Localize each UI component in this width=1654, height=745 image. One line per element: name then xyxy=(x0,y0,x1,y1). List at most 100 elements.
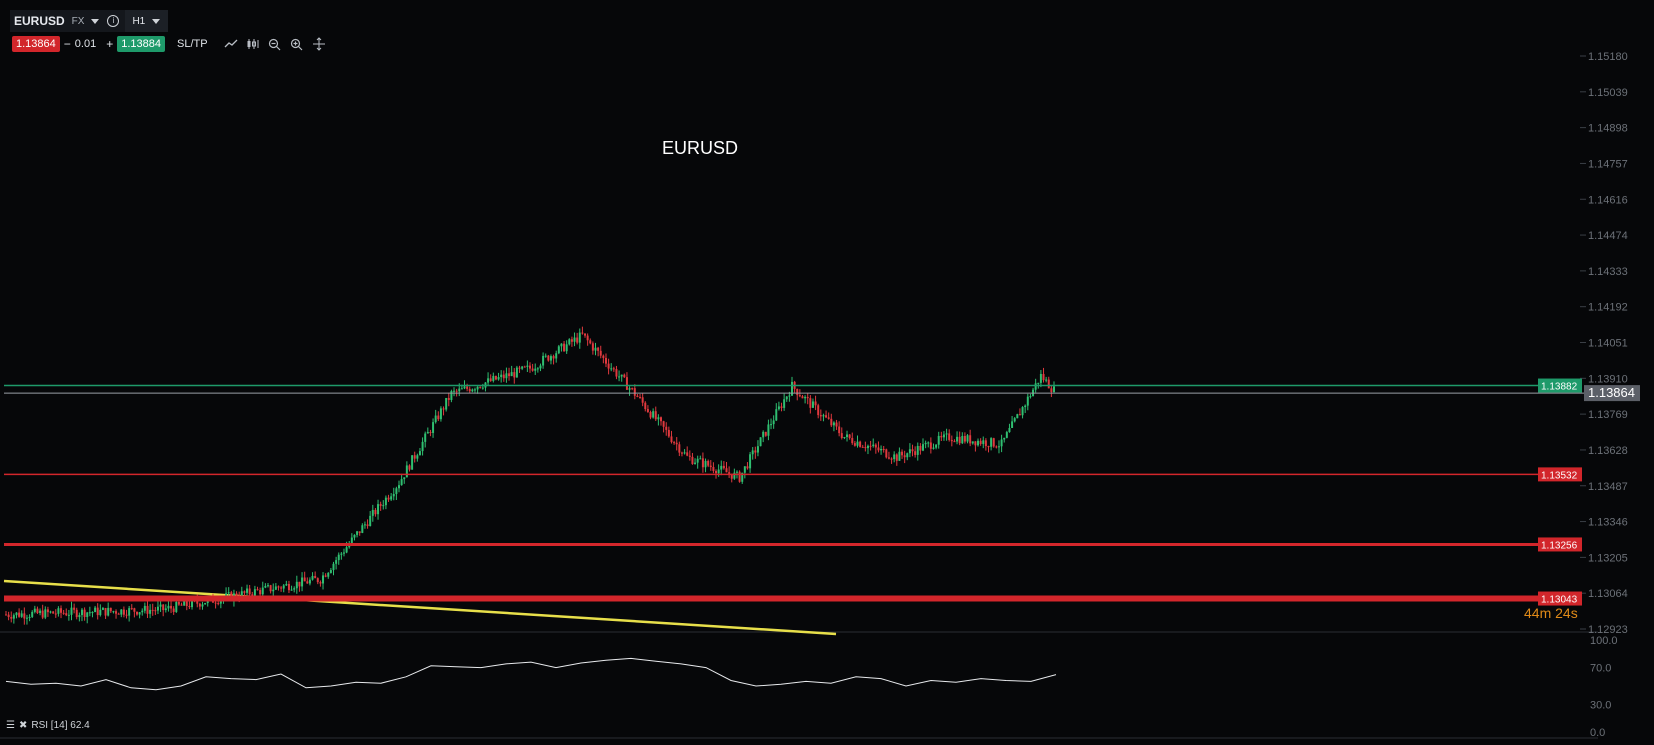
price-axis-label: 1.14051 xyxy=(1588,338,1628,350)
zoom-in-icon[interactable] xyxy=(288,35,306,53)
candle-body xyxy=(908,449,911,454)
price-line-label[interactable]: 1.13256 xyxy=(1538,537,1582,552)
candle-body xyxy=(25,617,28,619)
candle-body xyxy=(1008,427,1011,433)
candle-body xyxy=(977,440,980,446)
candle-body xyxy=(28,616,31,618)
candle-body xyxy=(1047,379,1050,389)
candle-body xyxy=(387,497,390,500)
candle-body xyxy=(767,424,770,436)
candle-body xyxy=(295,581,298,589)
candle-body xyxy=(581,332,584,334)
candle-body xyxy=(460,388,463,390)
candle-body xyxy=(940,435,943,438)
rsi-line xyxy=(5,657,1057,691)
candle-body xyxy=(615,369,618,377)
candle-body xyxy=(201,604,204,607)
candle-body xyxy=(987,446,990,448)
line-chart-icon[interactable] xyxy=(222,35,240,53)
crosshair-icon[interactable] xyxy=(310,35,328,53)
menu-icon[interactable]: ☰ xyxy=(6,720,15,731)
candle-body xyxy=(612,368,615,370)
candle-body xyxy=(426,431,429,434)
candle-body xyxy=(314,575,317,579)
candle-body xyxy=(699,458,702,460)
price-axis-label: 1.13205 xyxy=(1588,552,1628,564)
candle-body xyxy=(762,431,765,438)
candle-body xyxy=(806,396,809,399)
candle-body xyxy=(623,374,626,378)
candle-body xyxy=(906,453,909,458)
info-icon[interactable]: i xyxy=(107,15,120,27)
candle-body xyxy=(916,445,919,455)
candle-body xyxy=(992,438,995,447)
increase-quantity-button[interactable]: + xyxy=(106,37,114,51)
price-line-label[interactable]: 1.13043 xyxy=(1538,591,1582,606)
candle-body xyxy=(859,441,862,447)
candle-body xyxy=(675,442,678,445)
candle-body xyxy=(840,433,843,438)
candle-body xyxy=(846,434,849,437)
candle-body xyxy=(487,378,490,383)
price-line-label[interactable]: 1.13532 xyxy=(1538,467,1582,482)
candle-body xyxy=(738,471,741,482)
candle-body xyxy=(673,442,676,444)
decrease-quantity-button[interactable]: − xyxy=(63,37,71,51)
candle-body xyxy=(416,455,419,459)
market-label: FX xyxy=(71,15,85,27)
candle-body xyxy=(164,608,167,611)
candle-body xyxy=(942,434,945,438)
candle-body xyxy=(549,356,552,361)
candle-body xyxy=(319,582,322,584)
candle-body xyxy=(49,611,52,613)
candle-body xyxy=(282,585,285,589)
candle-body xyxy=(937,435,940,445)
candle-body xyxy=(691,456,694,464)
candle-body xyxy=(177,601,180,605)
candles-icon[interactable] xyxy=(244,35,262,53)
price-line-label[interactable]: 1.13882 xyxy=(1538,378,1582,393)
price-line-label-bg xyxy=(1538,378,1582,393)
symbol-label[interactable]: EURUSD xyxy=(14,14,65,28)
candle-body xyxy=(172,608,175,612)
buy-button[interactable]: 1.13884 xyxy=(117,36,165,52)
candle-body xyxy=(979,440,982,444)
candle-countdown: 44m 24s xyxy=(1524,605,1578,621)
candle-body xyxy=(277,586,280,588)
candle-body xyxy=(130,608,133,610)
sell-button[interactable]: 1.13864 xyxy=(12,36,60,52)
candle-body xyxy=(188,606,191,608)
candle-body xyxy=(411,455,414,470)
candle-body xyxy=(350,537,353,544)
candle-body xyxy=(701,458,704,468)
candle-body xyxy=(641,397,644,403)
candle-body xyxy=(502,374,505,379)
zoom-out-icon[interactable] xyxy=(266,35,284,53)
candle-body xyxy=(437,415,440,420)
candle-body xyxy=(1011,421,1014,428)
candle-body xyxy=(44,609,47,618)
candle-body xyxy=(1000,439,1003,447)
close-icon[interactable]: ✖ xyxy=(18,720,28,731)
candle-body xyxy=(492,375,495,381)
candle-body xyxy=(945,433,948,435)
candle-body xyxy=(510,372,513,377)
candle-body xyxy=(287,583,290,591)
candle-body xyxy=(924,442,927,445)
candle-body xyxy=(267,585,269,587)
candle-body xyxy=(458,388,461,392)
candle-body xyxy=(568,339,571,345)
price-axis-label: 1.13769 xyxy=(1588,409,1628,421)
timeframe-selector[interactable]: H1 xyxy=(125,10,169,32)
candle-body xyxy=(513,372,516,378)
candle-body xyxy=(927,442,930,444)
candle-body xyxy=(730,473,733,479)
candle-body xyxy=(392,493,395,497)
sltp-button[interactable]: SL/TP xyxy=(176,38,208,50)
candle-body xyxy=(885,449,888,458)
price-axis-label: 1.13910 xyxy=(1588,373,1628,385)
quantity-field[interactable]: 0.01 xyxy=(74,38,97,50)
chevron-down-icon[interactable] xyxy=(91,18,100,24)
candle-body xyxy=(929,442,932,449)
